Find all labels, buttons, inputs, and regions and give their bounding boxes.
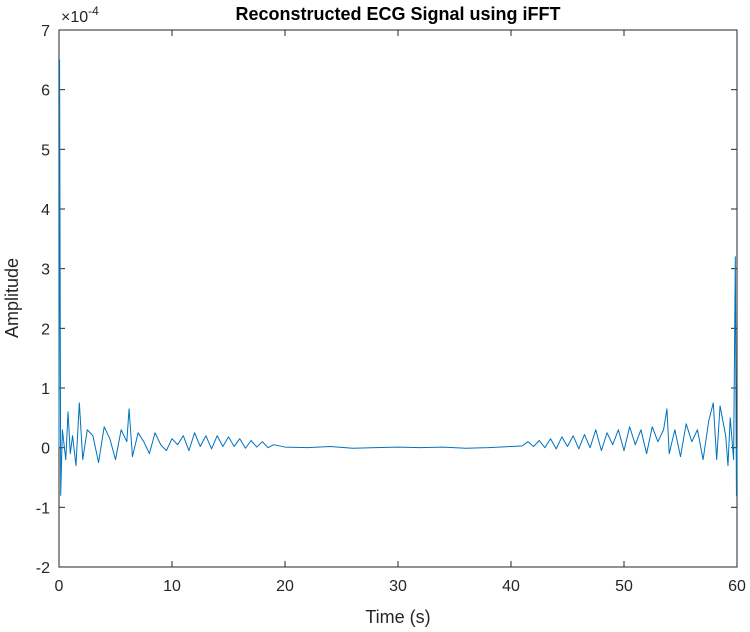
x-tick-label: 30 (389, 578, 407, 595)
x-tick-label: 60 (728, 578, 746, 595)
y-tick-label: -1 (36, 500, 50, 517)
y-tick-label: 6 (41, 83, 50, 100)
x-axis-label: Time (s) (365, 607, 430, 627)
x-tick-label: 40 (502, 578, 520, 595)
series-line (58, 59, 738, 496)
y-tick-label: 3 (41, 262, 50, 279)
x-tick-label: 10 (163, 578, 181, 595)
x-tick-label: 20 (276, 578, 294, 595)
y-exponent-label: ×10-4 (61, 4, 99, 26)
y-tick-label: 2 (41, 321, 50, 338)
y-axis-label: Amplitude (2, 258, 22, 338)
y-tick-label: 7 (41, 23, 50, 40)
y-tick-label: 1 (41, 381, 50, 398)
y-tick-label: -2 (36, 560, 50, 577)
chart-title: Reconstructed ECG Signal using iFFT (235, 4, 560, 24)
y-tick-label: 0 (41, 441, 50, 458)
x-tick-label: 0 (55, 578, 64, 595)
y-exponent-base: ×10 (61, 9, 88, 26)
y-tick-label: 4 (41, 202, 50, 219)
x-tick-label: 50 (615, 578, 633, 595)
y-exponent-power: -4 (88, 4, 99, 18)
y-tick-label: 5 (41, 142, 50, 159)
plot-area (58, 59, 738, 496)
axis-ticks: 0 10 20 30 40 50 60 -2 -1 0 1 2 3 4 5 6 7 (36, 23, 746, 595)
